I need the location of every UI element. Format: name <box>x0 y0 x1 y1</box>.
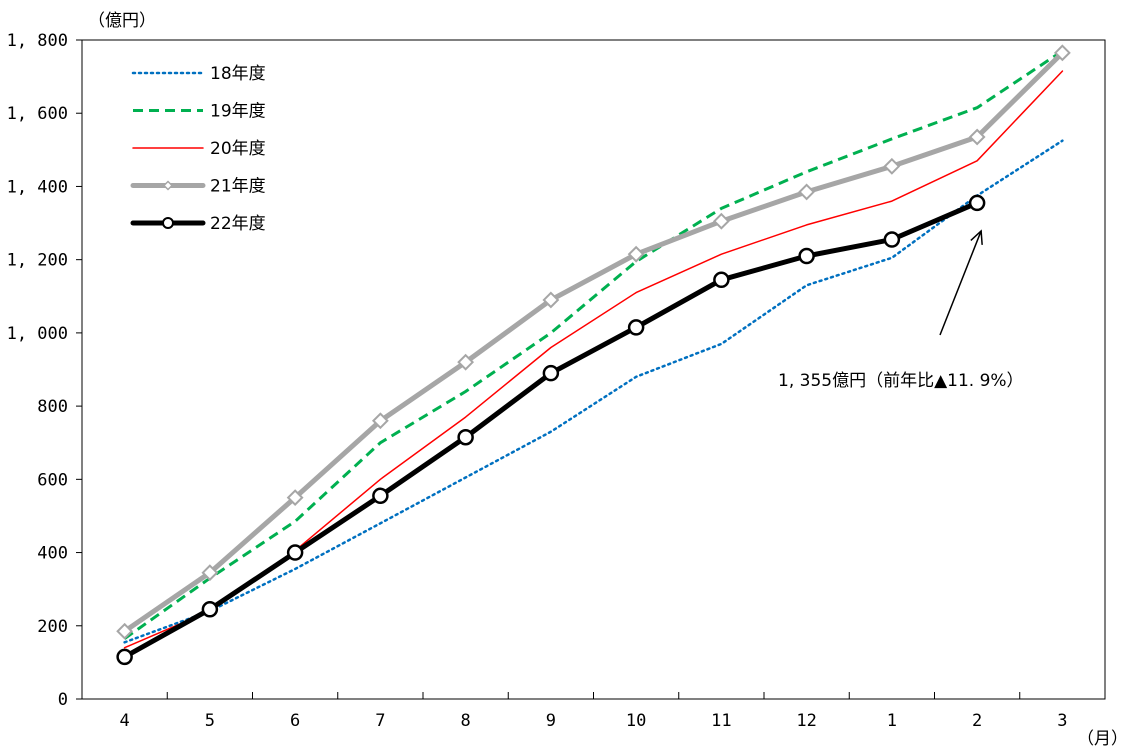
annotation-arrow <box>939 230 982 336</box>
x-tick-label: 1 <box>887 711 897 731</box>
data-point-marker <box>457 428 474 446</box>
data-point-marker <box>968 128 986 146</box>
x-tick-label: 5 <box>205 711 215 731</box>
legend-label: 20年度 <box>210 139 266 159</box>
x-axis-unit-label: （月） <box>1077 729 1128 749</box>
data-point-marker <box>201 564 219 582</box>
x-tick-label: 9 <box>546 711 556 731</box>
annotation-label: 1, 355億円（前年比▲11. 9%） <box>778 371 1024 391</box>
y-axis: 0 200 400 600 800 1, 000 1, 200 1, 400 1, 600 1, … <box>7 31 82 710</box>
legend-label: 18年度 <box>210 64 266 84</box>
legend-label: 19年度 <box>210 102 266 122</box>
series-line-19 <box>123 49 1064 640</box>
data-point-marker <box>542 364 560 382</box>
y-tick-label: 1, 800 <box>7 31 68 51</box>
y-tick-label: 1, 400 <box>7 177 68 197</box>
series-21 <box>116 44 1071 640</box>
data-point-marker <box>542 291 560 309</box>
data-point-marker <box>713 271 730 289</box>
legend-item-22: 22年度 <box>130 214 266 234</box>
data-point-marker <box>372 487 389 505</box>
series-18 <box>123 139 1064 644</box>
data-point-marker <box>883 157 901 175</box>
y-tick-label: 400 <box>37 544 68 564</box>
x-tick-label: 11 <box>711 711 731 731</box>
x-tick-label: 8 <box>461 711 471 731</box>
legend-marker <box>162 217 174 229</box>
annotation-layer: （億円） （月） 1, 355億円（前年比▲11. 9%） <box>88 11 1128 749</box>
data-point-marker <box>116 622 134 640</box>
legend-item-21: 21年度 <box>130 177 266 197</box>
data-point-marker <box>627 245 645 263</box>
y-tick-label: 1, 000 <box>7 324 68 344</box>
x-axis: 4 5 6 7 8 9 10 11 12 1 2 3 <box>81 692 1106 731</box>
series-19 <box>123 49 1064 640</box>
x-tick-label: 10 <box>626 711 646 731</box>
legend: 18年度 19年度 20年度 21年度 22年度 <box>130 64 266 234</box>
x-tick-label: 6 <box>290 711 300 731</box>
data-point-marker <box>798 247 815 265</box>
y-tick-label: 200 <box>37 617 68 637</box>
data-point-marker <box>627 319 645 336</box>
y-tick-label: 600 <box>37 470 68 490</box>
y-axis-unit-label: （億円） <box>88 11 156 31</box>
legend-item-19: 19年度 <box>133 102 266 122</box>
x-tick-label: 4 <box>120 711 130 731</box>
legend-item-18: 18年度 <box>131 64 266 84</box>
y-tick-label: 1, 200 <box>7 251 68 271</box>
data-point-marker <box>968 194 986 212</box>
y-tick-label: 800 <box>37 397 68 417</box>
series-layer <box>116 44 1071 666</box>
annotation-arrowhead <box>970 229 983 245</box>
y-tick-label: 1, 600 <box>7 104 68 124</box>
data-point-marker <box>798 183 816 201</box>
y-tick-label: 0 <box>58 690 68 710</box>
series-line-21 <box>122 50 1065 634</box>
data-point-marker <box>116 648 133 666</box>
x-tick-label: 2 <box>972 711 982 731</box>
legend-marker <box>162 180 174 191</box>
x-tick-label: 7 <box>375 711 385 731</box>
data-point-marker <box>883 231 901 248</box>
data-point-marker <box>286 544 304 561</box>
series-22 <box>116 194 986 666</box>
x-tick-label: 3 <box>1057 711 1067 731</box>
data-point-marker <box>371 412 389 430</box>
data-point-marker <box>201 601 219 618</box>
data-point-marker <box>712 212 730 230</box>
legend-label: 22年度 <box>210 214 266 234</box>
data-point-marker <box>457 353 475 371</box>
legend-label: 21年度 <box>210 177 266 197</box>
legend-item-20: 20年度 <box>132 139 266 159</box>
series-line-18 <box>123 139 1064 644</box>
data-point-marker <box>1053 44 1071 62</box>
data-point-marker <box>286 489 304 507</box>
x-tick-label: 12 <box>796 711 816 731</box>
